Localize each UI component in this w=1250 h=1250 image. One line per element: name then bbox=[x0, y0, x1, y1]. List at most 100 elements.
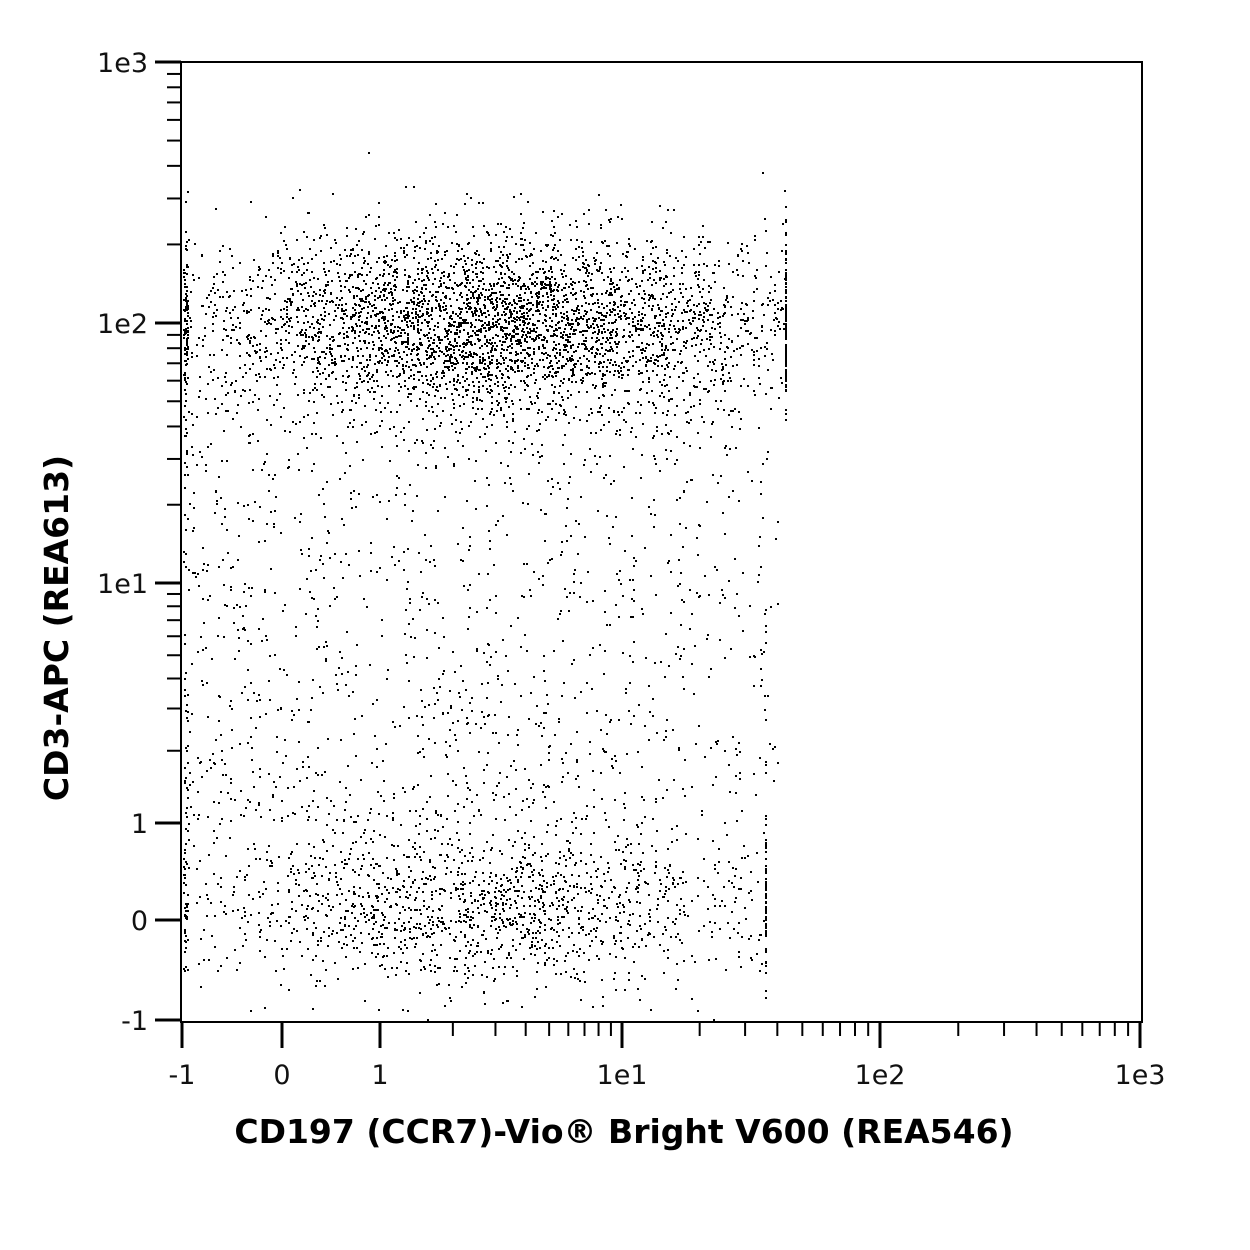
data-point bbox=[753, 354, 755, 356]
data-point bbox=[434, 278, 436, 280]
data-point bbox=[313, 422, 315, 424]
data-point bbox=[523, 380, 525, 382]
data-point bbox=[563, 317, 565, 319]
data-point bbox=[785, 272, 787, 274]
data-point bbox=[558, 360, 560, 362]
data-point bbox=[693, 337, 695, 339]
data-point bbox=[575, 310, 577, 312]
data-point bbox=[696, 337, 698, 339]
data-point bbox=[406, 324, 408, 326]
data-point bbox=[323, 224, 325, 226]
data-point bbox=[268, 309, 270, 311]
data-point bbox=[753, 300, 755, 302]
data-point bbox=[404, 274, 406, 276]
data-point bbox=[602, 355, 604, 357]
data-point bbox=[608, 322, 610, 324]
data-point bbox=[379, 274, 381, 276]
data-point bbox=[198, 396, 200, 398]
data-point bbox=[520, 300, 522, 302]
data-point bbox=[724, 351, 726, 353]
data-point bbox=[416, 245, 418, 247]
data-point bbox=[329, 338, 331, 340]
data-point bbox=[499, 340, 501, 342]
data-point bbox=[609, 302, 611, 304]
data-point bbox=[383, 256, 385, 258]
data-point bbox=[466, 270, 468, 272]
data-point bbox=[785, 253, 787, 255]
data-point bbox=[710, 343, 712, 345]
data-point bbox=[628, 390, 630, 392]
data-point bbox=[717, 317, 719, 319]
data-point bbox=[517, 285, 519, 287]
data-point bbox=[261, 314, 263, 316]
data-point bbox=[642, 317, 644, 319]
data-point bbox=[686, 302, 688, 304]
data-point bbox=[257, 286, 259, 288]
data-point bbox=[730, 306, 732, 308]
data-point bbox=[616, 328, 618, 330]
data-point bbox=[331, 280, 333, 282]
data-point bbox=[675, 257, 677, 259]
data-point bbox=[445, 355, 447, 357]
data-point bbox=[319, 373, 321, 375]
data-point bbox=[355, 323, 357, 325]
data-point bbox=[709, 361, 711, 363]
data-point bbox=[449, 317, 451, 319]
data-point bbox=[542, 260, 544, 262]
data-point bbox=[246, 310, 248, 312]
data-point bbox=[444, 212, 446, 214]
data-point bbox=[609, 255, 611, 257]
data-point bbox=[638, 293, 640, 295]
data-point bbox=[425, 401, 427, 403]
data-point bbox=[542, 376, 544, 378]
data-point bbox=[303, 231, 305, 233]
data-point bbox=[414, 289, 416, 291]
data-point bbox=[546, 357, 548, 359]
data-point bbox=[590, 241, 592, 243]
data-point bbox=[532, 304, 534, 306]
data-point bbox=[333, 319, 335, 321]
data-point bbox=[253, 259, 255, 261]
data-point bbox=[417, 324, 419, 326]
data-point bbox=[686, 340, 688, 342]
data-point bbox=[487, 298, 489, 300]
data-point bbox=[303, 416, 305, 418]
data-point bbox=[542, 268, 544, 270]
data-point bbox=[577, 305, 579, 307]
data-point bbox=[586, 391, 588, 393]
data-point bbox=[320, 250, 322, 252]
data-point bbox=[567, 322, 569, 324]
data-point bbox=[615, 331, 617, 333]
data-point bbox=[224, 376, 226, 378]
data-point bbox=[674, 365, 676, 367]
data-point bbox=[489, 283, 491, 285]
data-point bbox=[356, 386, 358, 388]
data-point bbox=[354, 309, 356, 311]
data-point bbox=[299, 421, 301, 423]
data-point bbox=[520, 288, 522, 290]
data-point bbox=[510, 314, 512, 316]
data-point bbox=[400, 238, 402, 240]
data-point bbox=[261, 287, 263, 289]
data-point bbox=[622, 253, 624, 255]
data-point bbox=[492, 292, 494, 294]
data-point bbox=[275, 328, 277, 330]
data-point bbox=[386, 297, 388, 299]
data-point bbox=[785, 274, 787, 276]
data-point bbox=[423, 279, 425, 281]
data-point bbox=[403, 427, 405, 429]
data-point bbox=[572, 257, 574, 259]
data-point bbox=[754, 239, 756, 241]
data-point bbox=[480, 373, 482, 375]
data-point bbox=[482, 272, 484, 274]
data-point bbox=[551, 220, 553, 222]
data-point bbox=[366, 359, 368, 361]
data-point bbox=[443, 318, 445, 320]
data-point bbox=[532, 454, 534, 456]
data-point bbox=[443, 375, 445, 377]
data-point bbox=[682, 326, 684, 328]
data-point bbox=[597, 411, 599, 413]
data-point bbox=[506, 308, 508, 310]
data-point bbox=[507, 267, 509, 269]
data-point bbox=[495, 234, 497, 236]
